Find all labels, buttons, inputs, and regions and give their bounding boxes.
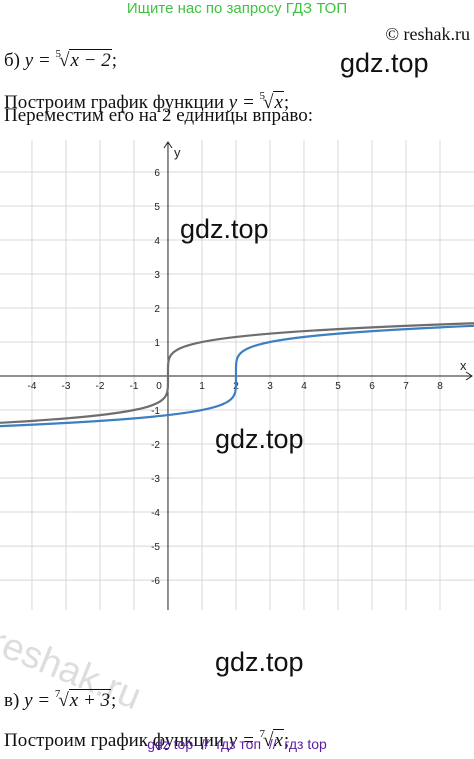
- curve: [0, 324, 474, 428]
- x-tick-label: 5: [335, 381, 341, 392]
- lhs: y =: [24, 50, 51, 71]
- radicand: x: [273, 91, 284, 113]
- root-index: 7: [54, 688, 61, 700]
- watermark: gdz.top: [180, 214, 269, 244]
- origin-label: 0: [156, 381, 162, 392]
- root-index: 5: [259, 90, 266, 102]
- x-axis-label: x: [460, 358, 467, 373]
- y-tick-label: 2: [154, 304, 160, 315]
- step: Построим график функции y = 5√x;: [4, 90, 290, 113]
- radicand: x + 3: [68, 689, 112, 711]
- copyright: © reshak.ru: [385, 24, 470, 44]
- suffix: ;: [283, 92, 290, 113]
- watermark: gdz.top: [215, 647, 304, 677]
- radicand: x: [273, 729, 284, 751]
- label: б): [4, 50, 20, 71]
- y-tick-label: 1: [154, 338, 160, 349]
- step-text: Построим график функции: [4, 92, 225, 113]
- y-tick-label: -1: [151, 406, 160, 417]
- x-tick-label: -4: [28, 381, 37, 392]
- y-tick-label: -5: [151, 542, 160, 553]
- y-arrow: [163, 141, 173, 149]
- radicand: x − 2: [69, 49, 112, 71]
- suffix: ;: [111, 50, 117, 71]
- step-text: Построим график функции: [4, 730, 225, 751]
- x-tick-label: 6: [369, 381, 375, 392]
- x-tick-label: 8: [437, 381, 443, 392]
- watermark: gdz.top: [340, 48, 429, 78]
- x-tick-label: 4: [301, 381, 307, 392]
- y-tick-label: 4: [154, 236, 160, 247]
- banner: Ищите нас по запросу ГДЗ ТОП: [126, 0, 348, 17]
- equation: в) y = 7√x + 3;: [4, 688, 117, 711]
- x-tick-label: 1: [199, 381, 205, 392]
- lhs: y =: [228, 730, 255, 751]
- curve: [0, 322, 474, 424]
- y-tick-label: 3: [154, 270, 160, 281]
- step: Построим график функции y = 7√x;: [4, 728, 290, 751]
- equation: б) y = 5√x − 2;: [4, 48, 117, 71]
- label: в): [4, 690, 20, 711]
- y-axis-label: y: [174, 145, 181, 160]
- x-arrow: [465, 371, 473, 381]
- root-index: 5: [55, 48, 62, 60]
- step-text: Переместим его на 2 единицы вправо:: [4, 105, 314, 126]
- x-tick-label: -3: [62, 381, 71, 392]
- y-tick-label: -2: [151, 440, 160, 451]
- y-tick-label: 6: [154, 168, 160, 179]
- x-tick-label: 3: [267, 381, 273, 392]
- x-tick-label: 7: [403, 381, 409, 392]
- x-tick-label: -1: [130, 381, 139, 392]
- lhs: y =: [24, 690, 51, 711]
- y-tick-label: -3: [151, 474, 160, 485]
- root-index: 7: [259, 728, 266, 740]
- y-tick-label: 5: [154, 202, 160, 213]
- y-tick-label: -6: [151, 576, 160, 587]
- suffix: ;: [283, 730, 290, 751]
- y-tick-label: -4: [151, 508, 160, 519]
- suffix: ;: [111, 690, 117, 711]
- footer: gdz top // гдз топ // гдз top: [147, 736, 327, 752]
- lhs: y =: [228, 92, 255, 113]
- watermark: gdz.top: [215, 424, 304, 454]
- x-tick-label: -2: [96, 381, 105, 392]
